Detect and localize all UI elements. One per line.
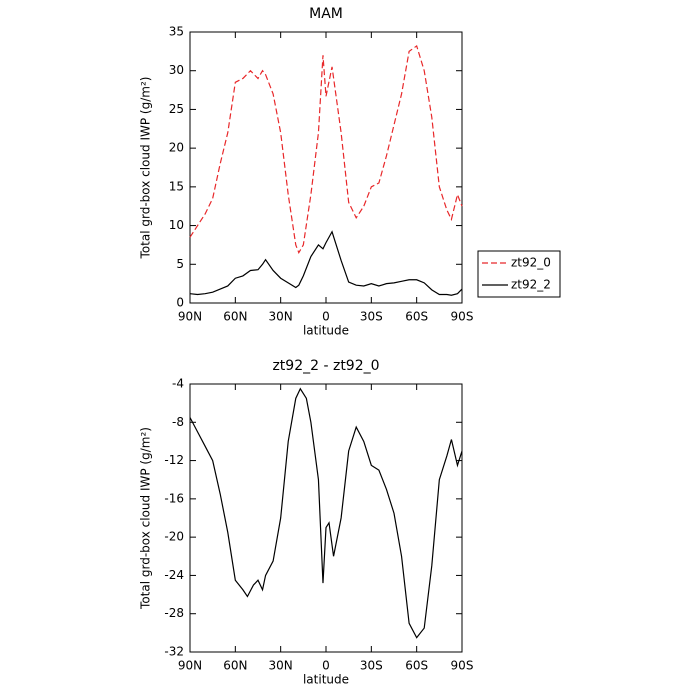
x-tick-label: 30S [360, 659, 383, 673]
x-tick-label: 60N [223, 310, 247, 324]
y-tick-label: 30 [169, 63, 184, 77]
y-tick-label: -32 [164, 645, 184, 659]
y-tick-label: 20 [169, 141, 184, 155]
legend-label: zt92_2 [511, 278, 551, 292]
y-tick-label: -8 [172, 415, 184, 429]
y-axis-label: Total grd-box cloud IWP (g/m²) [139, 427, 153, 610]
x-tick-label: 90S [451, 310, 474, 324]
chart-title: zt92_2 - zt92_0 [272, 358, 379, 374]
x-tick-label: 0 [322, 659, 330, 673]
data-line [189, 387, 463, 639]
y-tick-label: -28 [164, 606, 184, 620]
x-tick-label: 0 [322, 310, 330, 324]
chart-title: MAM [309, 6, 343, 22]
x-tick-label: 90N [178, 659, 202, 673]
x-tick-label: 30S [360, 310, 383, 324]
x-tick-label: 30N [269, 310, 293, 324]
y-tick-label: -24 [164, 568, 184, 582]
x-tick-label: 30N [269, 659, 293, 673]
data-line [189, 44, 463, 255]
data-line [189, 230, 463, 296]
x-tick-label: 60N [223, 659, 247, 673]
y-tick-label: -12 [164, 453, 184, 467]
y-tick-label: -16 [164, 491, 184, 505]
plot-frame [189, 383, 463, 653]
legend-label: zt92_0 [511, 256, 551, 270]
x-tick-label: 90N [178, 310, 202, 324]
y-axis-label: Total grd-box cloud IWP (g/m²) [139, 77, 153, 260]
plot-frame [189, 31, 463, 304]
y-tick-label: -4 [172, 377, 184, 391]
x-tick-label: 90S [451, 659, 474, 673]
x-axis-label: latitude [303, 673, 349, 687]
y-tick-label: 10 [169, 218, 184, 232]
x-tick-label: 60S [405, 310, 428, 324]
legend-box [477, 250, 561, 298]
y-tick-label: -20 [164, 530, 184, 544]
y-tick-label: 35 [169, 25, 184, 39]
y-tick-label: 15 [169, 179, 184, 193]
x-tick-label: 60S [405, 659, 428, 673]
y-tick-label: 25 [169, 102, 184, 116]
y-tick-label: 5 [176, 257, 184, 271]
x-axis-label: latitude [303, 324, 349, 338]
y-tick-label: 0 [176, 296, 184, 310]
